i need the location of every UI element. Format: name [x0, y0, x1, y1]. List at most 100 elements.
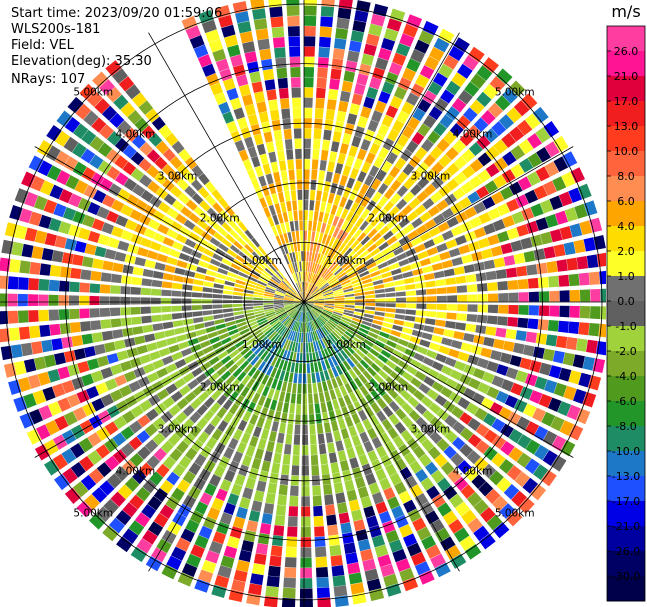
velocity-gate: [414, 204, 427, 216]
velocity-gate: [445, 238, 458, 249]
velocity-gate: [367, 228, 378, 239]
velocity-gate: [323, 308, 333, 313]
velocity-gate: [375, 501, 388, 515]
velocity-gate: [266, 329, 275, 338]
velocity-gate: [232, 303, 243, 308]
velocity-gate: [310, 285, 317, 295]
velocity-gate: [192, 225, 204, 236]
velocity-gate: [297, 282, 301, 293]
velocity-gate: [239, 328, 250, 336]
velocity-gate: [295, 283, 301, 293]
velocity-gate: [327, 214, 335, 225]
velocity-gate: [404, 315, 416, 322]
velocity-gate: [171, 312, 183, 320]
velocity-gate: [391, 505, 405, 519]
velocity-gate: [282, 180, 290, 192]
velocity-gate: [281, 280, 290, 289]
velocity-gate: [414, 492, 429, 507]
velocity-gate: [464, 467, 479, 482]
velocity-gate: [176, 260, 188, 269]
nrays: NRays: 107: [11, 72, 86, 87]
velocity-gate: [316, 77, 327, 89]
velocity-gate: [345, 211, 355, 222]
velocity-gate: [70, 443, 85, 459]
velocity-gate: [312, 290, 321, 297]
velocity-gate: [312, 149, 320, 160]
velocity-gate: [211, 584, 227, 598]
velocity-gate: [112, 432, 127, 447]
velocity-gate: [309, 352, 313, 363]
velocity-gate: [78, 437, 94, 453]
velocity-gate: [246, 168, 257, 181]
velocity-gate: [190, 510, 204, 524]
velocity-gate: [278, 359, 285, 370]
velocity-gate: [549, 290, 560, 302]
velocity-gate: [355, 217, 365, 228]
velocity-gate: [435, 279, 446, 287]
velocity-gate: [333, 307, 344, 312]
velocity-gate: [54, 473, 70, 491]
velocity-gate: [306, 352, 310, 364]
velocity-gate: [265, 173, 274, 185]
velocity-gate: [516, 265, 528, 277]
velocity-gate: [426, 288, 437, 295]
velocity-gate: [280, 222, 287, 234]
velocity-gate: [150, 297, 161, 305]
velocity-gate: [444, 415, 458, 428]
velocity-gate: [354, 10, 369, 23]
velocity-gate: [353, 243, 363, 253]
velocity-gate: [379, 432, 391, 445]
velocity-gate: [415, 224, 428, 235]
velocity-gate: [304, 312, 306, 323]
velocity-gate: [244, 104, 256, 116]
velocity-gate: [365, 302, 376, 307]
velocity-gate: [304, 302, 312, 309]
velocity-gate: [213, 377, 224, 388]
velocity-gate: [170, 185, 183, 198]
velocity-gate: [440, 461, 455, 476]
velocity-gate: [277, 269, 286, 279]
velocity-gate: [426, 388, 439, 401]
velocity-gate: [418, 383, 431, 395]
ring-label: 4.00km: [453, 466, 493, 478]
velocity-gate: [419, 339, 431, 348]
velocity-gate: [169, 248, 181, 258]
velocity-gate: [205, 326, 217, 333]
velocity-gate: [312, 352, 317, 363]
velocity-gate: [293, 241, 298, 252]
velocity-gate: [324, 258, 332, 268]
velocity-gate: [188, 231, 200, 242]
velocity-gate: [396, 185, 409, 197]
velocity-gate: [332, 313, 342, 319]
velocity-gate: [28, 294, 39, 307]
velocity-gate: [547, 397, 562, 413]
velocity-gate: [501, 169, 516, 184]
velocity-gate: [497, 281, 508, 291]
velocity-gate: [304, 189, 309, 200]
velocity-gate: [361, 320, 372, 327]
velocity-gate: [117, 240, 130, 252]
velocity-gate: [294, 299, 304, 302]
velocity-gate: [380, 326, 392, 334]
velocity-gate: [187, 379, 199, 390]
velocity-gate: [171, 282, 183, 290]
velocity-gate: [348, 499, 361, 512]
velocity-gate: [180, 206, 193, 218]
velocity-gate: [266, 89, 277, 101]
velocity-gate: [272, 334, 281, 344]
velocity-gate: [382, 230, 394, 241]
velocity-gate: [201, 231, 213, 242]
velocity-gate: [58, 295, 69, 306]
velocity-gate: [347, 236, 356, 247]
velocity-gate: [386, 235, 398, 246]
velocity-gate: [166, 228, 179, 240]
velocity-gate: [301, 445, 309, 456]
velocity-gate: [306, 271, 309, 282]
velocity-gate: [482, 196, 496, 210]
velocity-gate: [553, 156, 569, 173]
velocity-gate: [161, 297, 172, 305]
velocity-gate: [280, 98, 290, 109]
velocity-gate: [258, 277, 269, 285]
velocity-gate: [278, 422, 287, 434]
velocity-gate: [247, 321, 258, 328]
